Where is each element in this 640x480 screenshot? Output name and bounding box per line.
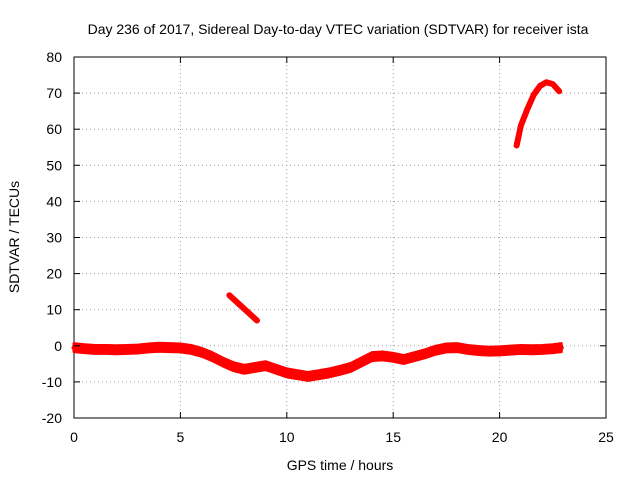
data-point: [316, 372, 322, 378]
tick-layer: 0 5 10 15 20 25 -20 -10 0 10 20 30 40 50 60 70 80: [42, 49, 614, 445]
data-point: [529, 347, 535, 353]
data-point: [543, 79, 549, 85]
data-point: [241, 366, 247, 372]
data-point: [71, 345, 77, 351]
data-point: [518, 123, 524, 129]
x-axis-label: GPS time / hours: [287, 457, 394, 473]
data-point: [518, 346, 524, 352]
data-point: [524, 106, 530, 112]
y-tick-label: -20: [42, 410, 62, 426]
y-axis-label: SDTVAR / TECUs: [6, 181, 22, 293]
data-point: [177, 345, 183, 351]
y-tick-label: 70: [46, 85, 62, 101]
data-point: [454, 345, 460, 351]
data-point: [199, 349, 205, 355]
data-point: [369, 354, 375, 360]
data-point: [550, 81, 556, 87]
data-point: [390, 354, 396, 360]
y-tick-label: -10: [42, 374, 62, 390]
data-point: [135, 346, 141, 352]
data-point: [124, 346, 130, 352]
data-point: [294, 372, 300, 378]
chart-title: Day 236 of 2017, Sidereal Day-to-day VTE…: [88, 21, 589, 37]
data-point: [326, 370, 332, 376]
y-tick-label: 10: [46, 302, 62, 318]
data-point: [220, 359, 226, 365]
data-point: [284, 370, 290, 376]
data-point: [82, 346, 88, 352]
y-tick-label: 80: [46, 49, 62, 65]
data-point: [380, 353, 386, 359]
data-point: [514, 142, 520, 148]
data-point: [252, 364, 258, 370]
y-tick-label: 20: [46, 266, 62, 282]
series-segment-c: [513, 79, 563, 149]
data-point: [167, 345, 173, 351]
data-point: [358, 359, 364, 365]
data-point: [305, 373, 311, 379]
data-point: [422, 351, 428, 357]
data-point: [539, 346, 545, 352]
y-tick-label: 50: [46, 157, 62, 173]
data-point: [348, 364, 354, 370]
data-point: [92, 346, 98, 352]
y-tick-label: 30: [46, 230, 62, 246]
y-tick-label: 60: [46, 121, 62, 137]
data-point: [145, 345, 151, 351]
data-point: [263, 363, 269, 369]
data-point: [337, 367, 343, 373]
y-tick-label: 40: [46, 193, 62, 209]
series-main-band: [72, 341, 563, 382]
data-point: [433, 347, 439, 353]
data-point: [475, 347, 481, 353]
data-point: [231, 364, 237, 370]
x-tick-label: 15: [385, 429, 401, 445]
data-point: [497, 348, 503, 354]
x-tick-label: 20: [492, 429, 508, 445]
data-point: [556, 88, 562, 94]
data-point: [537, 83, 543, 89]
data-point: [156, 344, 162, 350]
data-point: [254, 318, 260, 324]
data-point: [103, 346, 109, 352]
data-point: [443, 345, 449, 351]
data-point: [507, 347, 513, 353]
data-point: [401, 357, 407, 363]
data-point: [188, 346, 194, 352]
data-point: [550, 346, 556, 352]
x-tick-label: 10: [279, 429, 295, 445]
x-tick-label: 25: [598, 429, 614, 445]
data-point: [273, 366, 279, 372]
data-point: [531, 92, 537, 98]
y-tick-label: 0: [54, 338, 62, 354]
x-tick-label: 5: [177, 429, 185, 445]
data-point: [486, 348, 492, 354]
data-point: [411, 354, 417, 360]
x-tick-label: 0: [70, 429, 78, 445]
data-point: [209, 354, 215, 360]
series-layer: [71, 79, 564, 382]
data-point: [114, 347, 120, 353]
series-segment-b: [226, 292, 261, 324]
data-point: [558, 345, 564, 351]
data-point: [226, 292, 232, 298]
data-point: [465, 346, 471, 352]
